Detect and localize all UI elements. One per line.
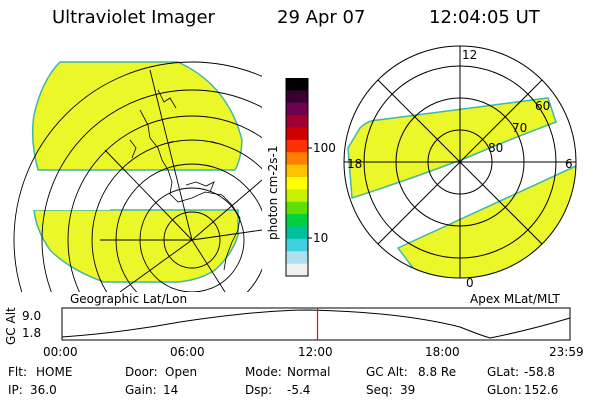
time-tick-1800: 18:00 (425, 345, 460, 359)
seq-key: Seq: (366, 383, 393, 397)
ip-value: 36.0 (30, 383, 57, 397)
mlt-label-18: 18 (347, 157, 362, 171)
geographic-caption: Geographic Lat/Lon (70, 292, 188, 306)
uv-swath-upper (31, 61, 243, 171)
mlt-label-0: 0 (466, 276, 474, 290)
altitude-plot (61, 307, 571, 341)
colorbar-band (286, 115, 308, 129)
gain-key: Gain: (125, 383, 157, 397)
altitude-ylabel: GC Alt (4, 307, 18, 345)
apex-caption: Apex MLat/MLT (470, 292, 560, 306)
colorbar (285, 78, 312, 277)
glon-value: 152.6 (524, 383, 559, 397)
coastline (129, 89, 241, 271)
colorbar-tick-100: 100 (313, 141, 336, 155)
glat-key: GLat: (487, 365, 520, 379)
colorbar-band (286, 78, 308, 91)
time-label: 12:04:05 UT (429, 7, 540, 28)
flt-value: HOME (36, 365, 73, 379)
dsp-value: -5.4 (287, 383, 311, 397)
geo-grid (13, 61, 262, 292)
geographic-image-panel (13, 61, 262, 292)
colorbar-band (286, 226, 308, 240)
mlt-label-6: 6 (565, 157, 573, 171)
colorbar-band (286, 164, 308, 178)
colorbar-band (286, 127, 308, 141)
colorbar-band (286, 189, 308, 203)
time-tick-0000: 00:00 (43, 345, 78, 359)
colorbar-band (286, 251, 308, 265)
polar-grid (343, 45, 577, 279)
ip-key: IP: (8, 383, 23, 397)
colorbar-band (286, 238, 308, 252)
glon-key: GLon: (487, 383, 522, 397)
time-tick-1200: 12:00 (298, 345, 333, 359)
colorbar-band (286, 90, 308, 104)
colorbar-band (286, 263, 308, 277)
glat-value: -58.8 (524, 365, 556, 379)
colorbar-band (286, 177, 308, 190)
gcalt-value: 8.8 Re (418, 365, 457, 379)
time-tick-2359: 23:59 (549, 345, 584, 359)
instrument-title: Ultraviolet Imager (52, 7, 215, 28)
colorbar-band (286, 102, 308, 116)
mode-key: Mode: (245, 365, 282, 379)
mlat-label-70: 70 (512, 121, 527, 135)
uv-swath-lower (33, 209, 239, 283)
mode-value: Normal (287, 365, 331, 379)
altitude-ytick-9: 9.0 (22, 309, 42, 323)
door-value: Open (165, 365, 198, 379)
colorbar-band (286, 214, 308, 228)
flt-key: Flt: (8, 365, 27, 379)
altitude-curve (61, 309, 571, 339)
mlat-mlt-polar-panel: 12 18 6 0 60 70 80 (343, 45, 577, 290)
colorbar-band (286, 152, 308, 166)
seq-value: 39 (400, 383, 416, 397)
mlt-label-12: 12 (462, 48, 477, 62)
altitude-ytick-1-8: 1.8 (22, 326, 42, 340)
date-label: 29 Apr 07 (277, 7, 366, 28)
dsp-key: Dsp: (245, 383, 273, 397)
colorbar-tick-10: 10 (313, 231, 329, 245)
mlat-label-60: 60 (535, 99, 550, 113)
gcalt-key: GC Alt: (366, 365, 408, 379)
time-tick-0600: 06:00 (170, 345, 205, 359)
gain-value: 14 (163, 383, 179, 397)
door-key: Door: (125, 365, 158, 379)
colorbar-band (286, 139, 308, 153)
uv-swath-upper-polar (347, 97, 557, 200)
colorbar-unit-label: photon cm-2s-1 (266, 145, 280, 241)
mlat-label-80: 80 (488, 141, 503, 155)
colorbar-band (286, 201, 308, 215)
uv-swath-lower-polar (396, 164, 576, 278)
colorbar-gradient (286, 78, 308, 277)
